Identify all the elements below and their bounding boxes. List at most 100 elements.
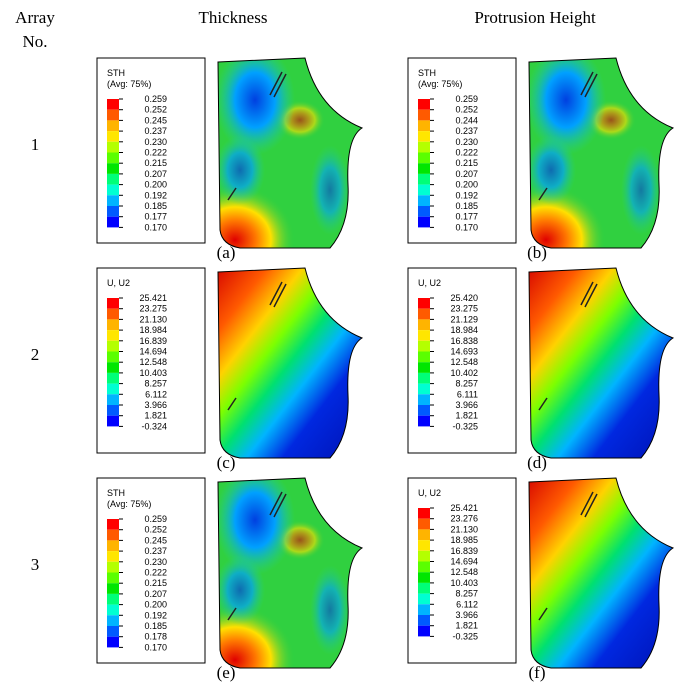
legend-value: 0.200 — [455, 180, 478, 190]
legend-value: -0.325 — [452, 631, 478, 641]
protrusion — [227, 71, 287, 201]
legend-value: 0.245 — [144, 535, 167, 545]
legend-swatch — [107, 308, 119, 320]
protrusion — [538, 281, 598, 411]
protrusion — [227, 281, 287, 411]
legend-value: 10.403 — [139, 368, 167, 378]
legend-swatch — [107, 330, 119, 341]
legend-value: 0.170 — [455, 222, 478, 232]
legend-value: 0.177 — [144, 212, 167, 222]
legend-swatch — [418, 508, 430, 519]
caption: (a) — [217, 243, 236, 262]
row-header: Array — [15, 8, 55, 27]
row-header: No. — [22, 32, 47, 51]
legend-value: 0.245 — [144, 115, 167, 125]
outline — [528, 267, 675, 459]
legend-swatch — [418, 529, 430, 541]
legend-swatch — [107, 141, 119, 153]
legend-value: 0.192 — [144, 190, 167, 200]
legend-swatch — [107, 372, 119, 384]
legend-value: 0.230 — [144, 137, 167, 147]
legend-value: 0.192 — [455, 190, 478, 200]
column-header: Protrusion Height — [474, 8, 596, 27]
outline — [217, 57, 364, 249]
legend-swatch — [107, 615, 119, 626]
legend-value: 0.259 — [144, 514, 167, 524]
legend-swatch — [107, 561, 119, 573]
legend-value: 21.130 — [139, 314, 167, 324]
legend-value: 3.966 — [455, 610, 478, 620]
cold-zone — [218, 555, 265, 625]
outline — [217, 267, 364, 459]
legend-value: 0.230 — [455, 137, 478, 147]
legend-swatch — [418, 195, 430, 206]
protrusion — [538, 491, 598, 621]
cold-zone — [310, 565, 350, 655]
legend-swatch — [107, 405, 119, 416]
legend-swatch — [107, 394, 119, 405]
legend-swatch — [107, 540, 119, 552]
legend-value: 0.252 — [144, 525, 167, 535]
legend-value: 0.207 — [455, 169, 478, 179]
legend-swatch — [418, 615, 430, 626]
legend-value: 6.112 — [456, 599, 478, 609]
legend-swatch — [418, 394, 430, 405]
legend-swatch — [107, 195, 119, 206]
caption: (e) — [217, 663, 236, 682]
legend-swatch — [107, 340, 119, 352]
legend-swatch — [418, 308, 430, 320]
legend-title: (Avg: 75%) — [418, 79, 462, 89]
legend-swatch — [107, 120, 119, 132]
legend-value: 0.185 — [144, 621, 167, 631]
legend-value: 0.200 — [144, 600, 167, 610]
legend-swatch — [418, 604, 430, 615]
contour-fill — [218, 58, 362, 248]
legend-value: 23.275 — [450, 304, 478, 314]
protrusion — [227, 491, 287, 621]
legend-value: 0.207 — [144, 589, 167, 599]
legend-value: 0.252 — [144, 105, 167, 115]
legend-swatch — [418, 184, 430, 196]
legend-swatch — [418, 216, 430, 228]
legend-value: 1.821 — [144, 411, 167, 421]
legend-swatch — [418, 362, 430, 373]
contour-plot — [528, 57, 675, 249]
legend-value: 1.821 — [455, 411, 478, 421]
contour-fill — [529, 478, 673, 668]
legend-value: 14.693 — [450, 347, 478, 357]
caption: (b) — [527, 243, 547, 262]
legend-value: 18.984 — [139, 325, 167, 335]
column-header: Thickness — [199, 8, 268, 27]
legend-swatch — [107, 383, 119, 395]
legend-swatch — [418, 383, 430, 395]
legend-value: 10.403 — [450, 578, 478, 588]
cold-zone — [218, 478, 295, 575]
legend-swatch — [107, 519, 119, 530]
legend-swatch — [107, 131, 119, 142]
field — [529, 478, 673, 668]
legend-value: 8.257 — [144, 379, 167, 389]
legend-value: 0.259 — [144, 94, 167, 104]
legend-value: 23.275 — [139, 304, 167, 314]
legend-value: 18.984 — [450, 325, 478, 335]
legend-swatch — [107, 319, 119, 331]
legend-swatch — [418, 206, 430, 217]
legend-swatch — [107, 298, 119, 309]
legend-value: 25.420 — [450, 293, 478, 303]
legend-swatch — [418, 593, 430, 605]
hot-zone — [529, 185, 606, 248]
legend-value: 0.230 — [144, 557, 167, 567]
contour-plot — [217, 267, 364, 459]
legend-swatch — [418, 351, 430, 363]
cold-zone — [218, 135, 265, 205]
contour-fill — [218, 268, 362, 458]
legend-value: 10.402 — [450, 368, 478, 378]
legend-swatch — [418, 173, 430, 185]
legend-value: 0.252 — [455, 105, 478, 115]
legend-swatch — [418, 625, 430, 637]
legend-swatch — [418, 572, 430, 583]
legend-swatch — [418, 330, 430, 341]
legend-swatch — [107, 99, 119, 110]
contour-plot — [528, 267, 675, 459]
legend-value: 16.839 — [450, 546, 478, 556]
